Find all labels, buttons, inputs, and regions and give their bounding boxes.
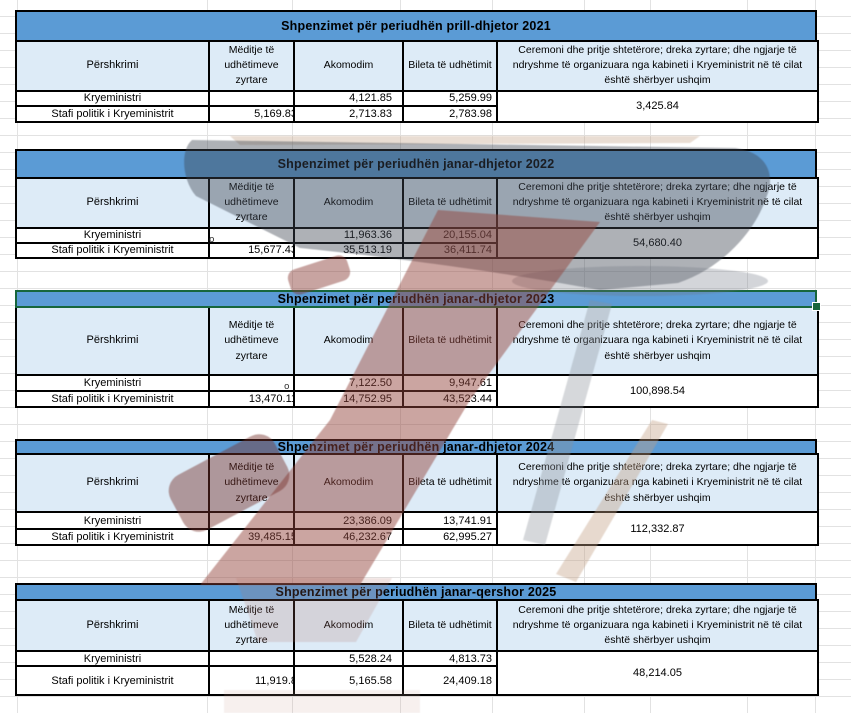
col-header-akomodim[interactable]: Akomodim bbox=[293, 40, 404, 92]
col-header-ceremoni[interactable]: Ceremoni dhe pritje shtetërore; dreka zy… bbox=[496, 40, 819, 92]
col-header-meditje[interactable]: Mëditje të udhëtimeve zyrtare bbox=[208, 177, 295, 229]
table-row-kryeministri: Kryeministri 7,122.50 9,947.61 100,898.5… bbox=[15, 374, 819, 408]
expense-grid-2023: Përshkrimi Mëditje të udhëtimeve zyrtare… bbox=[15, 306, 819, 408]
row-label[interactable]: Kryeministri bbox=[15, 511, 210, 530]
header-row: Përshkrimi Mëditje të udhëtimeve zyrtare… bbox=[15, 599, 819, 652]
selection-fill-handle[interactable] bbox=[812, 302, 821, 311]
col-header-meditje[interactable]: Mëditje të udhëtimeve zyrtare bbox=[208, 306, 295, 376]
cell-akomodim[interactable]: 46,232.67 bbox=[293, 528, 404, 546]
row-label[interactable]: Kryeministri bbox=[15, 650, 210, 667]
cell-bileta[interactable]: 24,409.18 bbox=[402, 665, 498, 696]
expense-table-2021: Shpenzimet për periudhën prill-dhjetor 2… bbox=[15, 10, 819, 123]
cell-bileta[interactable]: 5,259.99 bbox=[402, 89, 498, 107]
col-header-meditje[interactable]: Mëditje të udhëtimeve zyrtare bbox=[208, 453, 295, 513]
col-header-ceremoni[interactable]: Ceremoni dhe pritje shtetërore; dreka zy… bbox=[496, 599, 819, 652]
col-header-ceremoni[interactable]: Ceremoni dhe pritje shtetërore; dreka zy… bbox=[496, 453, 819, 513]
row-label[interactable]: Kryeministri bbox=[15, 226, 210, 244]
table-title-2021[interactable]: Shpenzimet për periudhën prill-dhjetor 2… bbox=[15, 10, 817, 42]
cell-meditje[interactable] bbox=[208, 650, 295, 667]
table-title-2025[interactable]: Shpenzimet për periudhën janar-qershor 2… bbox=[15, 583, 817, 601]
cell-akomodim[interactable]: 35,513.19 bbox=[293, 241, 404, 259]
cell-meditje[interactable] bbox=[208, 89, 295, 107]
table-row-kryeministri: Kryeministri 5,528.24 4,813.73 48,214.05 bbox=[15, 650, 819, 696]
row-label[interactable]: Kryeministri bbox=[15, 89, 210, 107]
cell-meditje[interactable] bbox=[208, 511, 295, 530]
cell-akomodim[interactable]: 11,963.36 bbox=[293, 226, 404, 244]
cell-bileta[interactable]: 2,783.98 bbox=[402, 104, 498, 123]
cell-ceremoni-total[interactable]: 100,898.54 bbox=[496, 374, 819, 408]
col-header-akomodim[interactable]: Akomodim bbox=[293, 599, 404, 652]
cell-akomodim[interactable]: 23,386.09 bbox=[293, 511, 404, 530]
col-header-pershkrimi[interactable]: Përshkrimi bbox=[15, 40, 210, 92]
row-label[interactable]: Stafi politik i Kryeministrit bbox=[15, 241, 210, 259]
cell-akomodim[interactable]: 4,121.85 bbox=[293, 89, 404, 107]
cell-bileta[interactable]: 13,741.91 bbox=[402, 511, 498, 530]
col-header-bileta[interactable]: Bileta të udhëtimit bbox=[402, 306, 498, 376]
table-title-2024[interactable]: Shpenzimet për periudhën janar-dhjetor 2… bbox=[15, 439, 817, 455]
cell-meditje[interactable] bbox=[208, 374, 295, 392]
table-row-kryeministri: Kryeministri 11,963.36 20,155.04 54,680.… bbox=[15, 226, 819, 259]
col-header-meditje[interactable]: Mëditje të udhëtimeve zyrtare bbox=[208, 599, 295, 652]
cell-akomodim[interactable]: 5,165.58 bbox=[293, 665, 404, 696]
cell-akomodim[interactable]: 2,713.83 bbox=[293, 104, 404, 123]
cell-bileta[interactable]: 4,813.73 bbox=[402, 650, 498, 667]
cell-bileta[interactable]: 9,947.61 bbox=[402, 374, 498, 392]
table-row-kryeministri: Kryeministri 23,386.09 13,741.91 112,332… bbox=[15, 511, 819, 546]
col-header-pershkrimi[interactable]: Përshkrimi bbox=[15, 453, 210, 513]
expense-grid-2024: Përshkrimi Mëditje të udhëtimeve zyrtare… bbox=[15, 453, 819, 546]
row-label[interactable]: Stafi politik i Kryeministrit bbox=[15, 665, 210, 696]
cell-ceremoni-total[interactable]: 3,425.84 bbox=[496, 89, 819, 123]
cell-ceremoni-total[interactable]: 54,680.40 bbox=[496, 226, 819, 259]
col-header-ceremoni[interactable]: Ceremoni dhe pritje shtetërore; dreka zy… bbox=[496, 177, 819, 229]
table-title-2022[interactable]: Shpenzimet për periudhën janar-dhjetor 2… bbox=[15, 149, 817, 179]
header-row: Përshkrimi Mëditje të udhëtimeve zyrtare… bbox=[15, 177, 819, 229]
header-row: Përshkrimi Mëditje të udhëtimeve zyrtare… bbox=[15, 453, 819, 513]
expense-grid-2021: Përshkrimi Mëditje të udhëtimeve zyrtare… bbox=[15, 40, 819, 123]
col-header-bileta[interactable]: Bileta të udhëtimit bbox=[402, 177, 498, 229]
expense-table-2022: Shpenzimet për periudhën janar-dhjetor 2… bbox=[15, 149, 819, 259]
cell-meditje[interactable]: 15,677.43 bbox=[208, 241, 295, 259]
col-header-bileta[interactable]: Bileta të udhëtimit bbox=[402, 453, 498, 513]
row-label[interactable]: Stafi politik i Kryeministrit bbox=[15, 390, 210, 408]
expense-table-2023: Shpenzimet për periudhën janar-dhjetor 2… bbox=[15, 290, 821, 408]
cell-bileta[interactable]: 43,523.44 bbox=[402, 390, 498, 408]
cell-meditje[interactable] bbox=[208, 226, 295, 244]
col-header-bileta[interactable]: Bileta të udhëtimit bbox=[402, 599, 498, 652]
col-header-akomodim[interactable]: Akomodim bbox=[293, 306, 404, 376]
table-row-kryeministri: Kryeministri 4,121.85 5,259.99 3,425.84 bbox=[15, 89, 819, 123]
expense-grid-2025: Përshkrimi Mëditje të udhëtimeve zyrtare… bbox=[15, 599, 819, 696]
header-row: Përshkrimi Mëditje të udhëtimeve zyrtare… bbox=[15, 306, 819, 376]
cell-meditje[interactable]: 5,169.83 bbox=[208, 104, 295, 123]
col-header-pershkrimi[interactable]: Përshkrimi bbox=[15, 177, 210, 229]
cell-ceremoni-total[interactable]: 48,214.05 bbox=[496, 650, 819, 696]
col-header-ceremoni[interactable]: Ceremoni dhe pritje shtetërore; dreka zy… bbox=[496, 306, 819, 376]
expense-table-2024: Shpenzimet për periudhën janar-dhjetor 2… bbox=[15, 439, 819, 546]
cell-akomodim[interactable]: 14,752.95 bbox=[293, 390, 404, 408]
cell-bileta[interactable]: 20,155.04 bbox=[402, 226, 498, 244]
row-label[interactable]: Stafi politik i Kryeministrit bbox=[15, 528, 210, 546]
cell-meditje[interactable]: 39,485.15 bbox=[208, 528, 295, 546]
cell-meditje[interactable]: 13,470.11 bbox=[208, 390, 295, 408]
col-header-akomodim[interactable]: Akomodim bbox=[293, 177, 404, 229]
col-header-pershkrimi[interactable]: Përshkrimi bbox=[15, 599, 210, 652]
expense-grid-2022: Përshkrimi Mëditje të udhëtimeve zyrtare… bbox=[15, 177, 819, 259]
row-label[interactable]: Kryeministri bbox=[15, 374, 210, 392]
table-title-2023-selected-cell[interactable]: Shpenzimet për periudhën janar-dhjetor 2… bbox=[15, 290, 817, 308]
cell-bileta[interactable]: 62,995.27 bbox=[402, 528, 498, 546]
expense-table-2025: Shpenzimet për periudhën janar-qershor 2… bbox=[15, 583, 819, 696]
col-header-akomodim[interactable]: Akomodim bbox=[293, 453, 404, 513]
cell-meditje[interactable]: 11,919.8 bbox=[208, 665, 295, 696]
cell-ceremoni-total[interactable]: 112,332.87 bbox=[496, 511, 819, 546]
cell-bileta[interactable]: 36,411.74 bbox=[402, 241, 498, 259]
row-label[interactable]: Stafi politik i Kryeministrit bbox=[15, 104, 210, 123]
cell-akomodim[interactable]: 7,122.50 bbox=[293, 374, 404, 392]
header-row: Përshkrimi Mëditje të udhëtimeve zyrtare… bbox=[15, 40, 819, 92]
col-header-pershkrimi[interactable]: Përshkrimi bbox=[15, 306, 210, 376]
col-header-bileta[interactable]: Bileta të udhëtimit bbox=[402, 40, 498, 92]
cell-akomodim[interactable]: 5,528.24 bbox=[293, 650, 404, 667]
col-header-meditje[interactable]: Mëditje të udhëtimeve zyrtare bbox=[208, 40, 295, 92]
